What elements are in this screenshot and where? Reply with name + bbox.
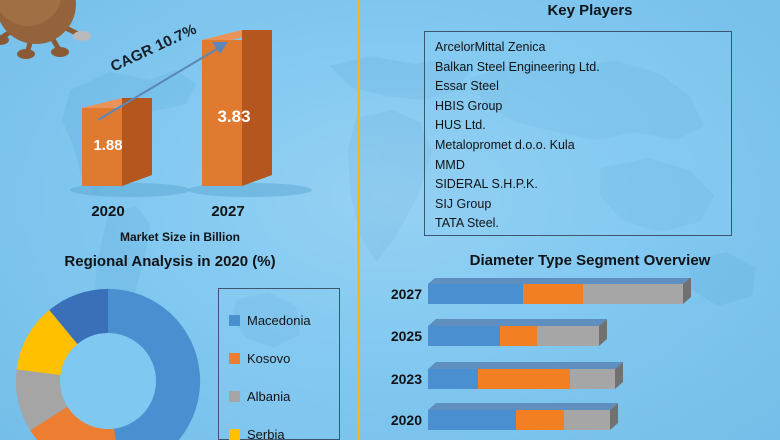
legend-item-macedonia: Macedonia [229,301,339,339]
hbar-segment [583,284,683,304]
hbar-segment [537,326,599,346]
hbar-side-face [599,319,607,346]
key-players-title: Key Players [547,2,633,19]
legend-swatch-icon [229,352,240,364]
hbar-segment [428,284,523,304]
key-player-item: ArcelorMittal Zenica [435,40,546,54]
key-player-item: Metalopromet d.o.o. Kula [435,137,575,152]
legend-item-albania: Albania [229,377,339,415]
bar-value-2027: 3.83 [217,107,251,126]
legend-label: Kosovo [247,350,291,366]
legend-item-kosovo: Kosovo [229,339,339,377]
hbar-category-2023: 2023 [390,371,422,387]
hbar-segment [428,326,500,346]
cagr-arrow [97,42,228,121]
key-player-item: TATA Steel. [435,216,499,231]
diameter-segment-chart: 2027 2025 2023 2020 [370,277,780,440]
key-player-item: SIJ Group [435,196,492,211]
hbar-segment [570,369,615,389]
hbar-segment [478,369,570,389]
hbar-segment [564,410,610,430]
key-player-item: HUS Ltd. [435,118,486,133]
hbar-side-face [615,362,623,389]
bar-category-2027: 2027 [211,203,245,220]
regional-analysis-title: Regional Analysis in 2020 (%) [64,253,276,270]
hbar-category-2025: 2025 [390,328,422,344]
legend-swatch-icon [229,314,240,326]
key-player-item: Essar Steel [435,79,499,94]
key-player-item: SIDERAL S.H.P.K. [435,177,538,192]
legend-swatch-icon [229,390,240,402]
market-size-caption: Market Size in Billion [119,230,241,244]
key-player-item: MMD [435,157,465,172]
legend-label: Serbia [247,426,285,440]
hbar-segment [428,410,516,430]
hbar-segment [523,284,583,304]
legend-swatch-icon [229,428,240,440]
hbar-top-face [428,277,691,284]
regional-analysis-legend: Macedonia Kosovo Albania Serbia [218,288,340,440]
key-players-box: ArcelorMittal Zenica Balkan Steel Engine… [424,31,732,236]
hbar-top-face [428,319,607,326]
vertical-divider [357,0,360,440]
diameter-segment-title: Diameter Type Segment Overview [469,252,711,269]
coronavirus-icon [0,0,91,59]
bar-category-2020: 2020 [91,203,125,220]
regional-analysis-donut [15,288,201,440]
hbar-side-face [683,277,691,304]
hbar-top-face [428,403,618,410]
hbar-category-2027: 2027 [390,286,422,302]
key-player-item: HBIS Group [435,98,503,113]
hbar-segment [428,369,478,389]
legend-label: Albania [247,388,291,404]
market-size-chart: CAGR 10.7% 1.88 3.83 2020 2027 Market Si… [0,20,350,244]
hbar-segment [500,326,537,346]
bar-2020 [82,98,152,186]
hbar-side-face [610,403,618,430]
hbar-segment [516,410,564,430]
bar-value-2020: 1.88 [93,137,123,154]
legend-label: Macedonia [247,312,311,328]
hbar-category-2020: 2020 [390,412,422,428]
hbar-top-face [428,362,623,369]
legend-item-serbia: Serbia [229,415,339,440]
bar-2027 [202,30,272,186]
key-player-item: Balkan Steel Engineering Ltd. [435,59,600,74]
